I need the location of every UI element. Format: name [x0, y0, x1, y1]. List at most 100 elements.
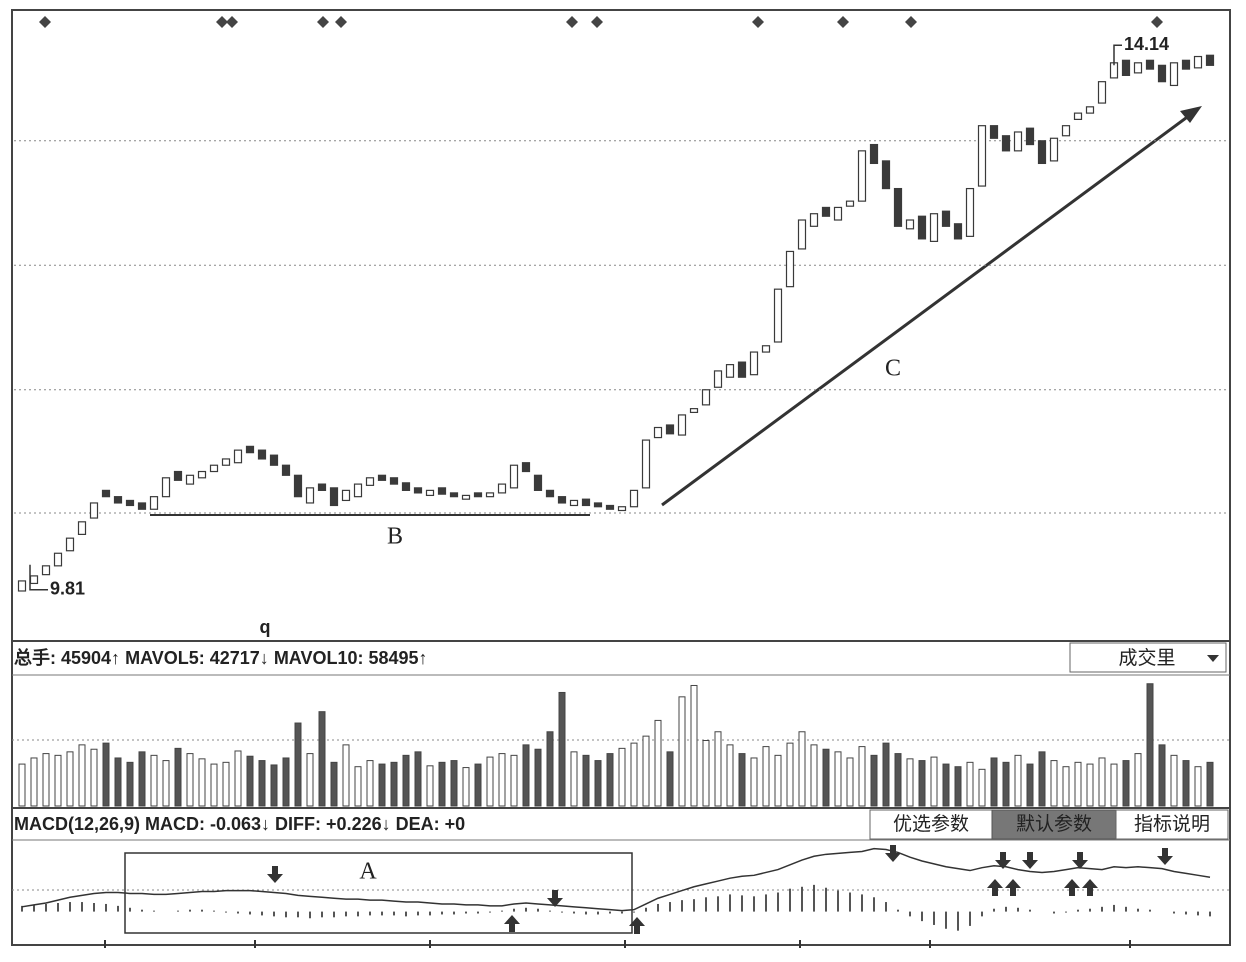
volume-bar [90, 748, 98, 807]
candle-up [749, 351, 759, 376]
label-a: A [359, 859, 377, 885]
volume-bar [1002, 761, 1010, 807]
candle-down [473, 492, 483, 498]
candle-up [1133, 62, 1143, 74]
volume-bar [210, 763, 218, 807]
volume-bar [270, 764, 278, 807]
volume-bar [726, 744, 734, 807]
volume-bar [234, 750, 242, 807]
candle-up [965, 187, 975, 237]
candle-down [1121, 59, 1131, 76]
volume-bar [810, 744, 818, 807]
candle-up [617, 506, 627, 512]
volume-bar [126, 761, 134, 807]
candle-up [1049, 137, 1059, 162]
macd-buttons[interactable]: 优选参数 默认参数 指标说明 [869, 809, 1229, 840]
volume-bar [522, 744, 530, 807]
candle-down [1145, 59, 1155, 70]
candle-down [593, 502, 603, 508]
candle-down [101, 489, 111, 498]
volume-bar [834, 751, 842, 807]
candle-up [1073, 112, 1083, 121]
candle-up [305, 487, 315, 504]
volume-bar [18, 763, 26, 807]
signal-markers [39, 16, 1163, 28]
volume-bar [294, 722, 302, 807]
candle-down [581, 498, 591, 507]
trend-line-c [661, 113, 1191, 507]
volume-bar [606, 753, 614, 807]
candle-up [629, 489, 639, 508]
candle-up [53, 552, 63, 567]
candle-down [989, 125, 999, 139]
candle-down [173, 470, 183, 481]
volume-bar [786, 742, 794, 807]
candle-down [1181, 59, 1191, 70]
candle-down [605, 504, 615, 510]
volume-bar [54, 754, 62, 807]
candle-up [41, 565, 51, 576]
volume-bar [138, 751, 146, 807]
volume-bar [594, 760, 602, 807]
axis-ticks [104, 940, 1131, 948]
volume-bar [1038, 751, 1046, 807]
candle-up [1013, 131, 1023, 152]
candle-up [641, 439, 651, 489]
volume-total: 总手: 45904↑ [14, 647, 120, 668]
candle-down [953, 223, 963, 240]
candle-up [977, 125, 987, 187]
candle-down [317, 483, 327, 491]
volume-bar [1086, 763, 1094, 807]
volume-bar [738, 753, 746, 807]
candle-up [197, 470, 207, 479]
volume-bar [954, 766, 962, 807]
volume-bar [498, 753, 506, 807]
volume-bar [354, 766, 362, 807]
dropdown-box[interactable] [1069, 642, 1227, 673]
candle-up [497, 483, 507, 494]
volume-bar [390, 761, 398, 807]
candle-up [77, 521, 87, 535]
volume-bar [246, 755, 254, 807]
volume-bar [882, 742, 890, 807]
volume-bar [306, 753, 314, 807]
candle-up [485, 492, 495, 498]
candle-down [533, 474, 543, 491]
candle-down [881, 160, 891, 190]
button-selected[interactable] [991, 809, 1117, 840]
indicator-dropdown[interactable]: 成交里 [1069, 642, 1227, 673]
volume-bar [702, 740, 710, 807]
candle-down [821, 206, 831, 217]
candle-up [809, 213, 819, 227]
volume-bar [486, 756, 494, 807]
volume-bar [630, 742, 638, 807]
volume-bar [438, 761, 446, 807]
candle-up [653, 426, 663, 439]
candle-up [353, 483, 363, 498]
candle-up [161, 477, 171, 498]
button-label[interactable]: 默认参数 [1016, 813, 1092, 835]
volume-bar [1170, 754, 1178, 807]
volume-bar [546, 731, 554, 807]
signal-arrows [267, 845, 1173, 934]
candle-up [1061, 125, 1071, 137]
candle-down [1025, 127, 1035, 146]
low-label: 9.81 [50, 578, 85, 598]
candle-up [905, 219, 915, 230]
button-label[interactable]: 优选参数 [893, 813, 969, 835]
button-label[interactable]: 指标说明 [1134, 813, 1210, 835]
volume-bar [978, 768, 986, 807]
dropdown-label[interactable]: 成交里 [1118, 647, 1175, 669]
button[interactable] [1115, 809, 1229, 840]
volume-bar [414, 751, 422, 807]
candle-down [545, 489, 555, 498]
volume-bar [918, 760, 926, 807]
volume-bar [378, 763, 386, 807]
volume-bar [690, 684, 698, 807]
candle-down [245, 445, 255, 454]
volume-bar [654, 719, 662, 807]
candle-down [1157, 64, 1167, 83]
candle-down [665, 424, 675, 435]
volume-bar [1074, 761, 1082, 807]
candle-up [833, 206, 843, 221]
